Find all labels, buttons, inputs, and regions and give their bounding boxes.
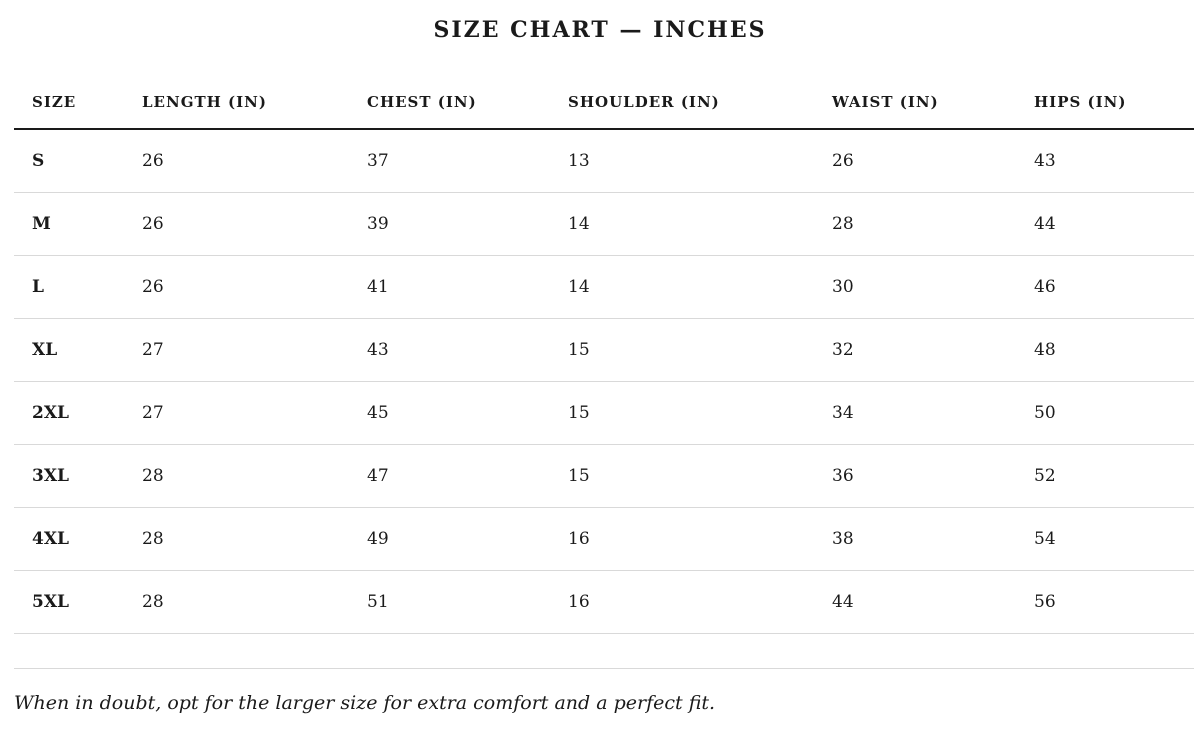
- chest-cell: 43: [367, 340, 389, 360]
- hips-cell: 44: [1034, 214, 1056, 234]
- shoulder-cell: 16: [568, 529, 590, 549]
- table-row: XL 27 43 15 32 48: [14, 319, 1194, 382]
- waist-cell: 36: [832, 466, 854, 486]
- size-cell: 5XL: [32, 592, 69, 612]
- column-header-length: LENGTH (IN): [142, 93, 267, 111]
- column-header-chest: CHEST (IN): [367, 93, 477, 111]
- hips-cell: 48: [1034, 340, 1056, 360]
- chest-cell: 49: [367, 529, 389, 549]
- waist-cell: 26: [832, 151, 854, 171]
- size-chart-table: SIZE LENGTH (IN) CHEST (IN) SHOULDER (IN…: [14, 70, 1194, 634]
- table-row: 3XL 28 47 15 36 52: [14, 445, 1194, 508]
- hips-cell: 46: [1034, 277, 1056, 297]
- length-cell: 28: [142, 466, 164, 486]
- shoulder-cell: 15: [568, 403, 590, 423]
- length-cell: 27: [142, 403, 164, 423]
- shoulder-cell: 15: [568, 466, 590, 486]
- shoulder-cell: 15: [568, 340, 590, 360]
- column-header-hips: HIPS (IN): [1034, 93, 1127, 111]
- size-cell: 4XL: [32, 529, 69, 549]
- hips-cell: 56: [1034, 592, 1056, 612]
- chest-cell: 47: [367, 466, 389, 486]
- chest-cell: 39: [367, 214, 389, 234]
- waist-cell: 28: [832, 214, 854, 234]
- shoulder-cell: 14: [568, 277, 590, 297]
- table-row: M 26 39 14 28 44: [14, 193, 1194, 256]
- waist-cell: 30: [832, 277, 854, 297]
- waist-cell: 34: [832, 403, 854, 423]
- size-cell: S: [32, 151, 45, 171]
- chest-cell: 51: [367, 592, 389, 612]
- column-header-waist: WAIST (IN): [832, 93, 939, 111]
- table-row: 2XL 27 45 15 34 50: [14, 382, 1194, 445]
- table-row: S 26 37 13 26 43: [14, 130, 1194, 193]
- page-title: SIZE CHART — INCHES: [433, 17, 767, 43]
- divider: [14, 668, 1194, 669]
- chest-cell: 37: [367, 151, 389, 171]
- length-cell: 28: [142, 529, 164, 549]
- column-header-shoulder: SHOULDER (IN): [568, 93, 720, 111]
- fit-advice-note: When in doubt, opt for the larger size f…: [14, 692, 716, 714]
- shoulder-cell: 14: [568, 214, 590, 234]
- hips-cell: 50: [1034, 403, 1056, 423]
- shoulder-cell: 16: [568, 592, 590, 612]
- hips-cell: 52: [1034, 466, 1056, 486]
- chest-cell: 45: [367, 403, 389, 423]
- length-cell: 26: [142, 277, 164, 297]
- table-row: 4XL 28 49 16 38 54: [14, 508, 1194, 571]
- size-cell: M: [32, 214, 51, 234]
- waist-cell: 32: [832, 340, 854, 360]
- waist-cell: 38: [832, 529, 854, 549]
- length-cell: 27: [142, 340, 164, 360]
- waist-cell: 44: [832, 592, 854, 612]
- hips-cell: 54: [1034, 529, 1056, 549]
- hips-cell: 43: [1034, 151, 1056, 171]
- table-header-row: SIZE LENGTH (IN) CHEST (IN) SHOULDER (IN…: [14, 70, 1194, 130]
- length-cell: 28: [142, 592, 164, 612]
- table-row: 5XL 28 51 16 44 56: [14, 571, 1194, 634]
- shoulder-cell: 13: [568, 151, 590, 171]
- chest-cell: 41: [367, 277, 389, 297]
- size-cell: XL: [32, 340, 58, 360]
- length-cell: 26: [142, 214, 164, 234]
- size-cell: 2XL: [32, 403, 69, 423]
- size-cell: L: [32, 277, 44, 297]
- size-cell: 3XL: [32, 466, 69, 486]
- column-header-size: SIZE: [32, 93, 77, 111]
- table-row: L 26 41 14 30 46: [14, 256, 1194, 319]
- length-cell: 26: [142, 151, 164, 171]
